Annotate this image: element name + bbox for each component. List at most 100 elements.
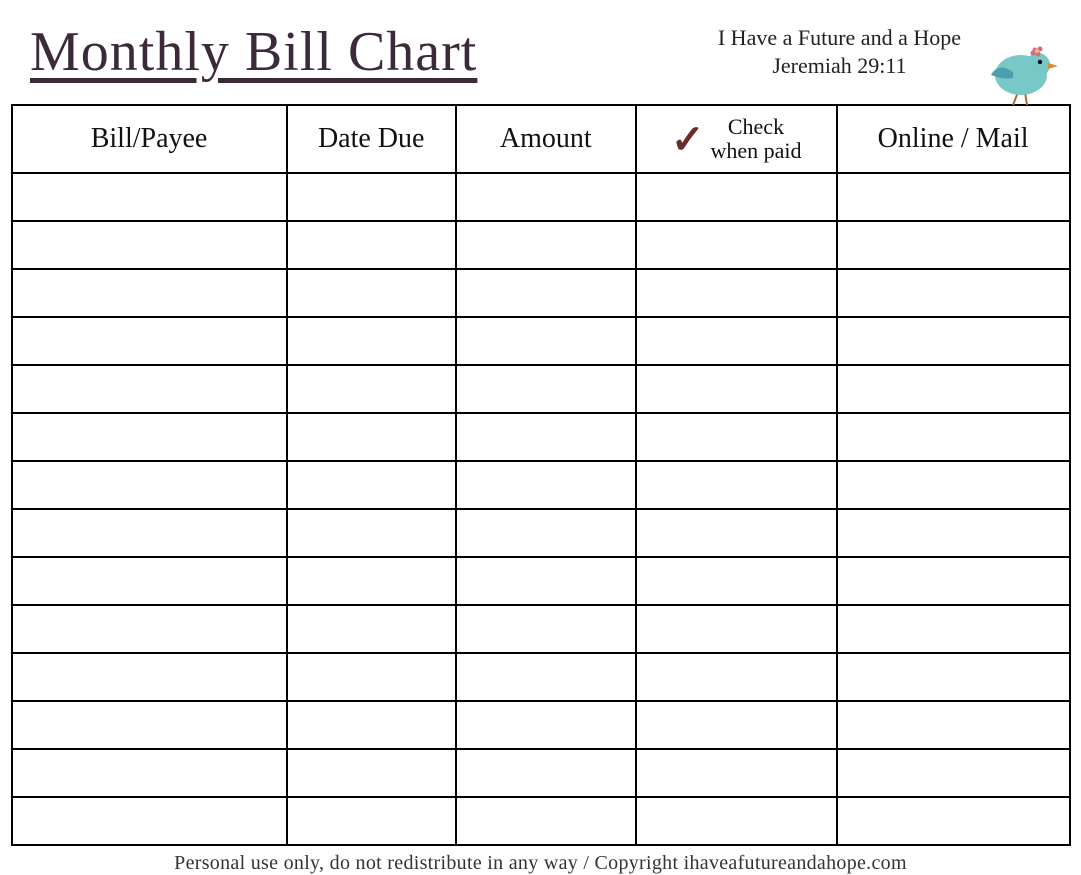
table-cell[interactable] xyxy=(837,557,1070,605)
table-row xyxy=(12,365,1070,413)
table-cell[interactable] xyxy=(456,557,636,605)
table-row xyxy=(12,653,1070,701)
table-cell[interactable] xyxy=(837,269,1070,317)
column-header-amount: Amount xyxy=(456,105,636,173)
table-cell[interactable] xyxy=(287,413,456,461)
table-cell[interactable] xyxy=(456,653,636,701)
table-cell[interactable] xyxy=(287,605,456,653)
table-row xyxy=(12,797,1070,845)
table-cell[interactable] xyxy=(287,509,456,557)
table-cell[interactable] xyxy=(636,701,837,749)
table-row xyxy=(12,221,1070,269)
table-cell[interactable] xyxy=(456,365,636,413)
table-cell[interactable] xyxy=(12,605,287,653)
table-cell[interactable] xyxy=(636,269,837,317)
table-cell[interactable] xyxy=(287,317,456,365)
header: Monthly Bill Chart I Have a Future and a… xyxy=(0,0,1081,94)
table-cell[interactable] xyxy=(12,797,287,845)
table-row xyxy=(12,413,1070,461)
table-cell[interactable] xyxy=(456,605,636,653)
table-cell[interactable] xyxy=(287,749,456,797)
table-cell[interactable] xyxy=(837,365,1070,413)
table-cell[interactable] xyxy=(636,317,837,365)
bill-chart-table: Bill/Payee Date Due Amount ✓ Checkwhen p… xyxy=(11,104,1071,846)
table-cell[interactable] xyxy=(837,509,1070,557)
table-cell[interactable] xyxy=(456,509,636,557)
table-row xyxy=(12,173,1070,221)
table-cell[interactable] xyxy=(12,557,287,605)
table-cell[interactable] xyxy=(636,749,837,797)
table-cell[interactable] xyxy=(837,221,1070,269)
table-cell[interactable] xyxy=(12,653,287,701)
table-cell[interactable] xyxy=(12,413,287,461)
scripture-quote: I Have a Future and a Hope Jeremiah 29:1… xyxy=(718,25,961,79)
table-row xyxy=(12,509,1070,557)
column-header-date: Date Due xyxy=(287,105,456,173)
column-header-payee: Bill/Payee xyxy=(12,105,287,173)
quote-line-1: I Have a Future and a Hope xyxy=(718,25,961,51)
page-title: Monthly Bill Chart xyxy=(30,20,477,84)
table-cell[interactable] xyxy=(636,653,837,701)
table-row xyxy=(12,461,1070,509)
table-cell[interactable] xyxy=(837,461,1070,509)
column-header-check: ✓ Checkwhen paid xyxy=(636,105,837,173)
table-cell[interactable] xyxy=(456,701,636,749)
bird-icon xyxy=(983,40,1063,110)
table-cell[interactable] xyxy=(12,701,287,749)
table-cell[interactable] xyxy=(837,413,1070,461)
table-cell[interactable] xyxy=(456,221,636,269)
table-cell[interactable] xyxy=(287,461,456,509)
table-cell[interactable] xyxy=(837,701,1070,749)
table-cell[interactable] xyxy=(287,173,456,221)
table-cell[interactable] xyxy=(456,797,636,845)
quote-line-2: Jeremiah 29:11 xyxy=(718,53,961,79)
table-cell[interactable] xyxy=(456,269,636,317)
table-cell[interactable] xyxy=(12,269,287,317)
table-cell[interactable] xyxy=(636,605,837,653)
table-cell[interactable] xyxy=(837,749,1070,797)
table-cell[interactable] xyxy=(636,413,837,461)
check-label: Checkwhen paid xyxy=(710,115,801,163)
table-cell[interactable] xyxy=(456,413,636,461)
table-cell[interactable] xyxy=(287,701,456,749)
column-header-online: Online / Mail xyxy=(837,105,1070,173)
table-body xyxy=(12,173,1070,845)
table-cell[interactable] xyxy=(287,269,456,317)
table-cell[interactable] xyxy=(636,557,837,605)
table-cell[interactable] xyxy=(287,365,456,413)
table-cell[interactable] xyxy=(12,461,287,509)
table-cell[interactable] xyxy=(12,317,287,365)
table-cell[interactable] xyxy=(12,365,287,413)
table-row xyxy=(12,605,1070,653)
table-cell[interactable] xyxy=(456,749,636,797)
table-header-row: Bill/Payee Date Due Amount ✓ Checkwhen p… xyxy=(12,105,1070,173)
table-cell[interactable] xyxy=(837,605,1070,653)
table-cell[interactable] xyxy=(12,221,287,269)
footer-copyright: Personal use only, do not redistribute i… xyxy=(0,852,1081,875)
table-cell[interactable] xyxy=(12,173,287,221)
table-cell[interactable] xyxy=(287,221,456,269)
table-cell[interactable] xyxy=(456,317,636,365)
table-cell[interactable] xyxy=(837,317,1070,365)
table-cell[interactable] xyxy=(636,221,837,269)
table-row xyxy=(12,701,1070,749)
table-cell[interactable] xyxy=(456,173,636,221)
table-cell[interactable] xyxy=(636,173,837,221)
table-cell[interactable] xyxy=(636,509,837,557)
table-row xyxy=(12,557,1070,605)
table-cell[interactable] xyxy=(837,797,1070,845)
table-cell[interactable] xyxy=(837,173,1070,221)
table-cell[interactable] xyxy=(287,557,456,605)
table-cell[interactable] xyxy=(287,653,456,701)
table-cell[interactable] xyxy=(456,461,636,509)
table-cell[interactable] xyxy=(12,749,287,797)
table-cell[interactable] xyxy=(636,797,837,845)
table-cell[interactable] xyxy=(837,653,1070,701)
table-row xyxy=(12,317,1070,365)
table-cell[interactable] xyxy=(636,461,837,509)
table-cell[interactable] xyxy=(287,797,456,845)
table-cell[interactable] xyxy=(636,365,837,413)
table-row xyxy=(12,269,1070,317)
table-cell[interactable] xyxy=(12,509,287,557)
table-row xyxy=(12,749,1070,797)
